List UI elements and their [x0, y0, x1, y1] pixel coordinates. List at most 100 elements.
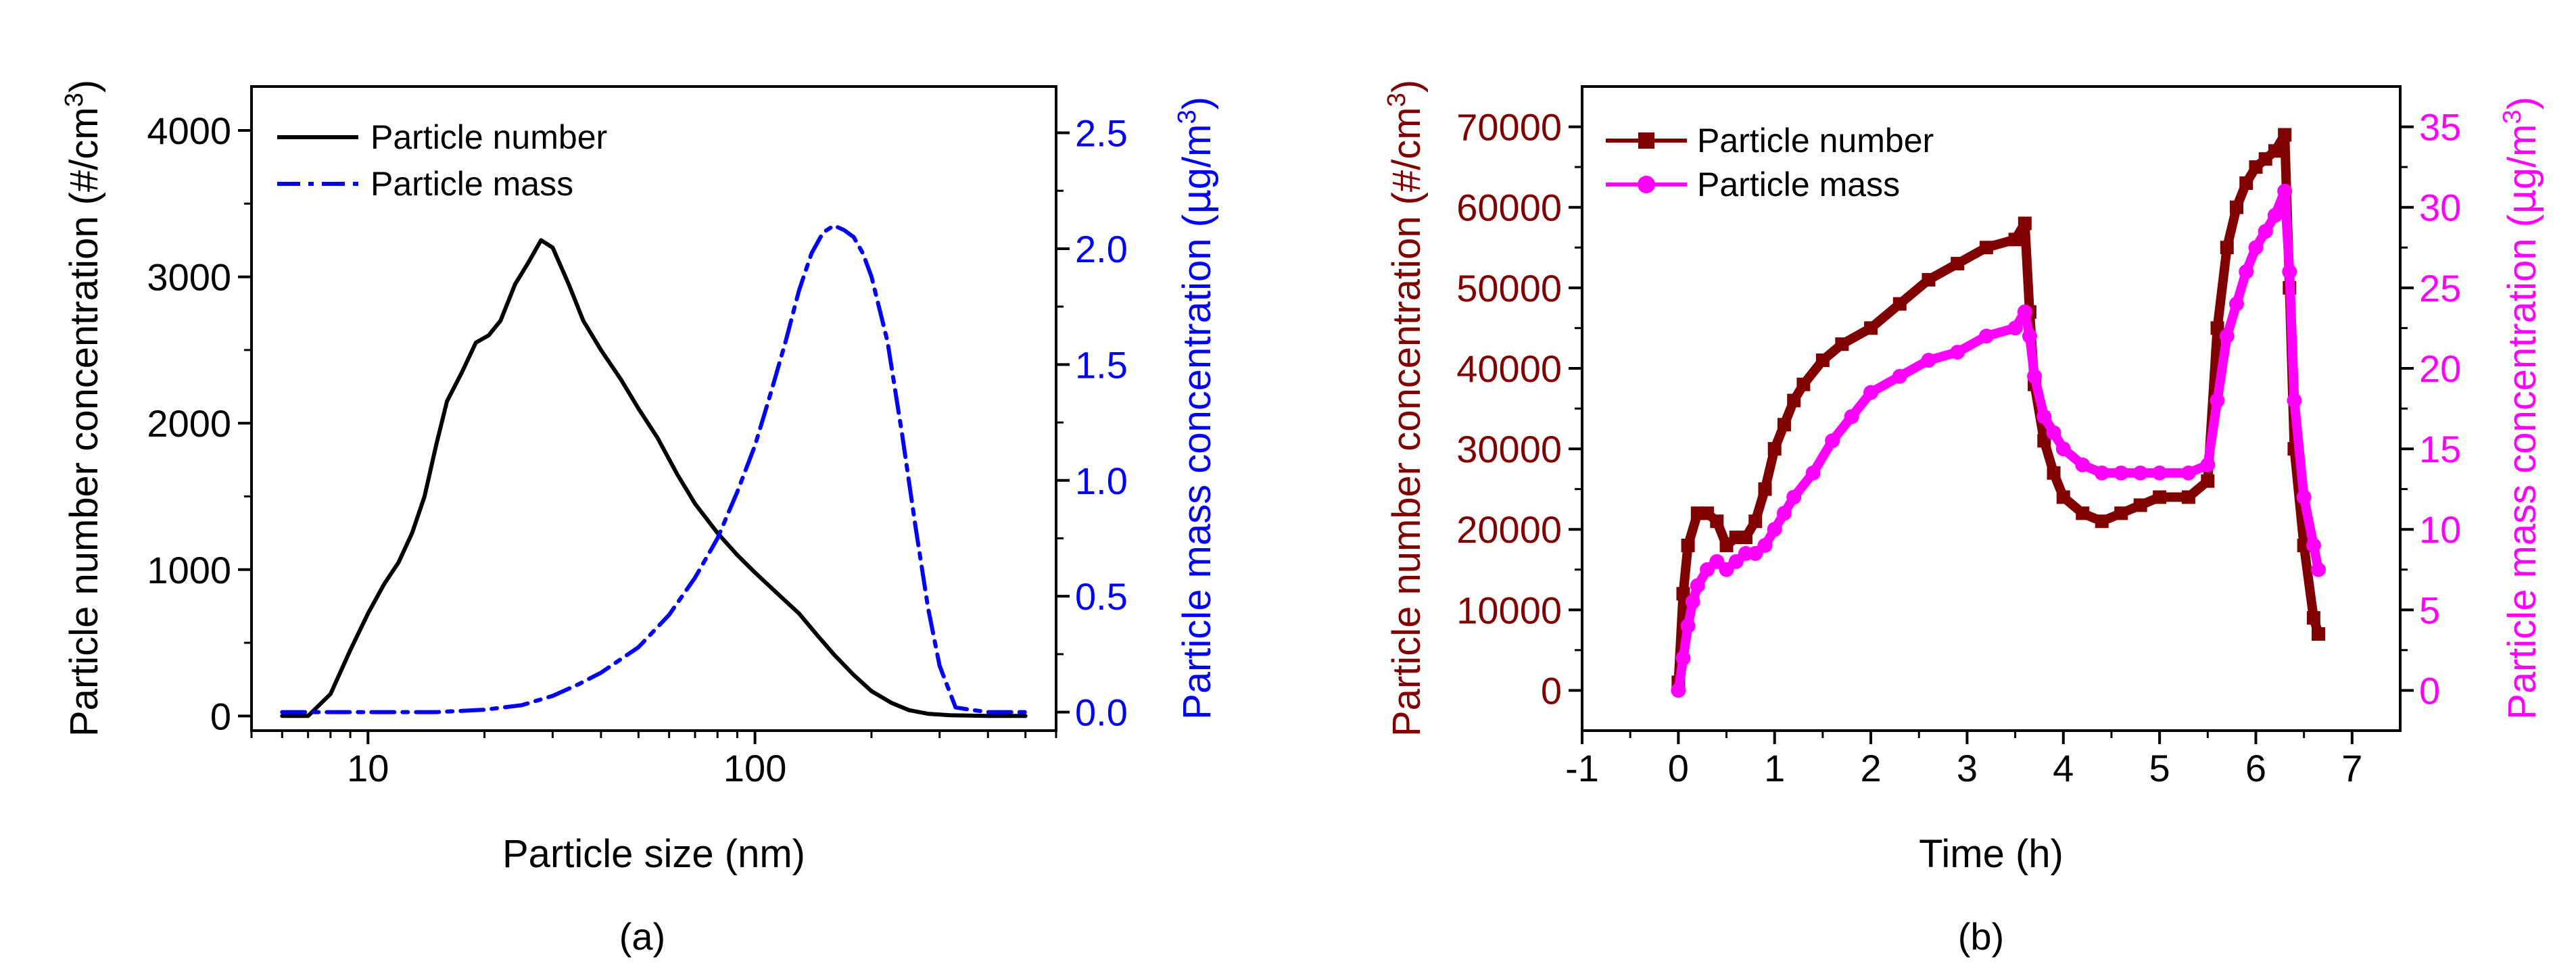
- x-tick-label-b-5: 4: [2053, 747, 2074, 789]
- x-tick-label-b-6: 5: [2149, 747, 2170, 789]
- data-point-b-particle-number: [2210, 321, 2224, 335]
- data-point-b-particle-mass: [2132, 465, 2148, 481]
- legend-label-particle-mass-b: Particle mass: [1697, 166, 1900, 203]
- y2-tick-label-a-5: 2.5: [1075, 112, 1128, 155]
- data-point-b-particle-number: [2181, 490, 2195, 504]
- data-point-b-particle-number: [1767, 442, 1782, 456]
- legend-label-particle-number-b: Particle number: [1697, 122, 1934, 160]
- data-point-b-particle-mass: [1675, 650, 1691, 666]
- data-point-b-particle-number: [2047, 466, 2061, 480]
- data-point-b-particle-number: [1892, 297, 1907, 311]
- y-tick-label-b-6: 60000: [1456, 187, 1562, 229]
- y2-tick-label-b-6: 30: [2419, 187, 2461, 229]
- data-point-b-particle-mass: [2007, 320, 2023, 336]
- data-point-b-particle-mass: [2287, 393, 2302, 408]
- data-point-b-particle-mass: [2267, 207, 2283, 223]
- y-axis-title-a: Particle number concentration (#/cm3): [60, 80, 106, 737]
- y-tick-label-b-7: 70000: [1456, 106, 1562, 149]
- data-point-b-particle-mass: [1786, 489, 1802, 505]
- data-point-b-particle-mass: [1757, 538, 1773, 554]
- data-point-b-particle-number: [2095, 514, 2109, 529]
- data-point-b-particle-mass: [1680, 618, 1696, 634]
- data-point-b-particle-mass: [2055, 441, 2071, 457]
- legend-label-particle-mass-a: Particle mass: [371, 165, 573, 203]
- data-point-b-particle-mass: [1950, 345, 1965, 360]
- legend-a: Particle number Particle mass: [277, 118, 607, 203]
- y-tick-label-b-4: 40000: [1456, 347, 1562, 390]
- data-point-b-particle-mass: [2239, 264, 2254, 279]
- chart-panel-b: -1 0 1 2 3 4 5 6 7010000200003000040000500006000…: [1383, 80, 2545, 958]
- data-point-b-particle-mass: [2200, 457, 2216, 472]
- data-point-b-particle-mass: [2075, 457, 2091, 472]
- data-point-b-particle-mass: [1892, 368, 1907, 384]
- y2-tick-label-a-0: 0.0: [1075, 691, 1128, 734]
- data-point-b-particle-number: [2008, 233, 2022, 247]
- data-point-b-particle-mass: [1767, 522, 1782, 537]
- data-point-b-particle-mass: [1671, 683, 1686, 698]
- data-point-b-particle-mass: [1690, 578, 1705, 593]
- data-point-b-particle-number: [1951, 257, 1965, 271]
- data-point-b-particle-number: [2201, 474, 2215, 488]
- data-point-b-particle-mass: [1978, 328, 1994, 344]
- data-point-b-particle-mass: [2152, 465, 2168, 481]
- data-point-b-particle-number: [1787, 393, 1801, 408]
- y2-tick-label-a-4: 2.0: [1075, 228, 1128, 270]
- data-point-b-particle-number: [2312, 627, 2325, 641]
- series-line-a-particle-mass: [280, 223, 1028, 714]
- y-tick-label-a-3: 3000: [147, 256, 231, 299]
- y-tick-label-a-0: 0: [210, 695, 231, 737]
- y2-tick-label-b-4: 20: [2419, 347, 2461, 390]
- data-point-b-particle-mass: [2180, 465, 2196, 481]
- x-tick-label-b-7: 6: [2245, 747, 2266, 789]
- y2-axis-title-a: Particle mass concentration (µg/m3): [1173, 97, 1220, 720]
- data-point-b-particle-number: [1796, 377, 1811, 391]
- data-point-b-particle-mass: [2219, 328, 2235, 344]
- data-point-b-particle-number: [2018, 216, 2032, 230]
- y-axis-title-b: Particle number concentration (#/cm3): [1383, 80, 1429, 737]
- x-tick-label-b-8: 7: [2341, 747, 2362, 789]
- data-point-b-particle-mass: [2022, 328, 2037, 344]
- y2-tick-label-b-1: 5: [2419, 589, 2440, 631]
- data-point-b-particle-mass: [1863, 385, 1879, 400]
- data-point-b-particle-mass: [2046, 425, 2061, 441]
- y2-tick-label-b-0: 0: [2419, 669, 2440, 712]
- data-point-b-particle-number: [2268, 144, 2282, 158]
- x-tick-label-b-4: 3: [1957, 747, 1978, 789]
- data-point-b-particle-number: [1710, 514, 1724, 529]
- data-point-b-particle-number: [2056, 490, 2070, 504]
- x-tick-label-a-0: 10: [347, 747, 389, 789]
- y-tick-label-a-4: 4000: [147, 109, 231, 152]
- data-point-b-particle-number: [1739, 531, 1752, 545]
- data-point-b-particle-mass: [1805, 465, 1821, 481]
- data-point-b-particle-mass: [2229, 296, 2244, 312]
- y-tick-label-b-1: 10000: [1456, 589, 1562, 631]
- data-point-b-particle-mass: [2210, 393, 2225, 408]
- y-tick-label-b-0: 0: [1541, 669, 1562, 712]
- legend-b: Particle number Particle mass: [1606, 122, 1934, 203]
- legend-marker-particle-mass-b: [1638, 176, 1655, 193]
- panel-label-b: (b): [1958, 915, 2004, 958]
- chart-panel-a: 10 100010002000300040000.00.51.01.52.02.5…: [60, 80, 1220, 958]
- data-point-b-particle-mass: [1776, 506, 1792, 521]
- data-point-b-particle-mass: [2306, 538, 2321, 554]
- y2-tick-label-a-3: 1.5: [1075, 343, 1128, 386]
- legend-marker-particle-number-b: [1638, 132, 1654, 149]
- x-axis-title-b: Time (h): [1919, 832, 2064, 876]
- y2-tick-label-a-1: 0.5: [1075, 575, 1128, 618]
- series-line-a-particle-number: [280, 238, 1028, 718]
- data-point-b-particle-number: [1758, 482, 1772, 496]
- data-point-b-particle-number: [2133, 498, 2147, 512]
- data-point-b-particle-mass: [2311, 562, 2326, 577]
- panel-label-a: (a): [619, 915, 665, 958]
- data-point-b-particle-number: [1676, 587, 1690, 601]
- data-point-b-particle-mass: [2027, 368, 2043, 384]
- data-point-b-particle-mass: [2036, 409, 2052, 424]
- data-point-b-particle-number: [2220, 241, 2234, 255]
- data-point-b-particle-mass: [1921, 353, 1936, 368]
- data-point-b-particle-number: [2037, 434, 2051, 448]
- data-point-b-particle-mass: [1844, 409, 1859, 424]
- series-line-b-particle-number: [1673, 130, 2323, 687]
- data-point-b-particle-mass: [2258, 224, 2273, 239]
- data-point-b-particle-number: [2153, 490, 2167, 504]
